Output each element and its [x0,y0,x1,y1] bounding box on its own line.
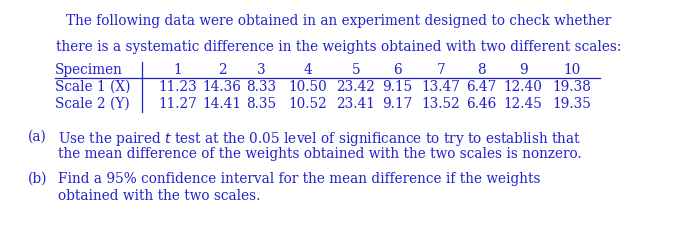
Text: Specimen: Specimen [55,63,123,77]
Text: 14.36: 14.36 [203,80,241,94]
Text: Scale 1 (X): Scale 1 (X) [55,80,130,94]
Text: Find a 95% confidence interval for the mean difference if the weights: Find a 95% confidence interval for the m… [58,172,540,186]
Text: 23.42: 23.42 [336,80,376,94]
Text: 11.23: 11.23 [159,80,197,94]
Text: 6.47: 6.47 [466,80,496,94]
Text: 6: 6 [393,63,401,77]
Text: 13.47: 13.47 [422,80,460,94]
Text: there is a systematic difference in the weights obtained with two different scal: there is a systematic difference in the … [56,40,622,54]
Text: 14.41: 14.41 [203,97,241,111]
Text: 9.15: 9.15 [382,80,412,94]
Text: 7: 7 [437,63,445,77]
Text: 10.52: 10.52 [289,97,327,111]
Text: obtained with the two scales.: obtained with the two scales. [58,189,260,203]
Text: 3: 3 [257,63,265,77]
Text: the mean difference of the weights obtained with the two scales is nonzero.: the mean difference of the weights obtai… [58,147,582,161]
Text: 9: 9 [519,63,527,77]
Text: 8: 8 [477,63,485,77]
Text: 11.27: 11.27 [159,97,197,111]
Text: 12.40: 12.40 [504,80,542,94]
Text: Use the paired $t$ test at the 0.05 level of significance to try to establish th: Use the paired $t$ test at the 0.05 leve… [58,130,581,148]
Text: (a): (a) [28,130,47,144]
Text: 12.45: 12.45 [504,97,542,111]
Text: 2: 2 [218,63,226,77]
Text: The following data were obtained in an experiment designed to check whether: The following data were obtained in an e… [66,14,612,28]
Text: 4: 4 [304,63,313,77]
Text: 19.35: 19.35 [553,97,591,111]
Text: 8.33: 8.33 [246,80,276,94]
Text: 9.17: 9.17 [382,97,412,111]
Text: 10: 10 [563,63,580,77]
Text: 19.38: 19.38 [553,80,591,94]
Text: 1: 1 [174,63,182,77]
Text: 6.46: 6.46 [466,97,496,111]
Text: 8.35: 8.35 [246,97,276,111]
Text: 10.50: 10.50 [289,80,327,94]
Text: (b): (b) [28,172,47,186]
Text: 5: 5 [352,63,360,77]
Text: Scale 2 (Y): Scale 2 (Y) [55,97,129,111]
Text: 13.52: 13.52 [422,97,460,111]
Text: 23.41: 23.41 [336,97,376,111]
